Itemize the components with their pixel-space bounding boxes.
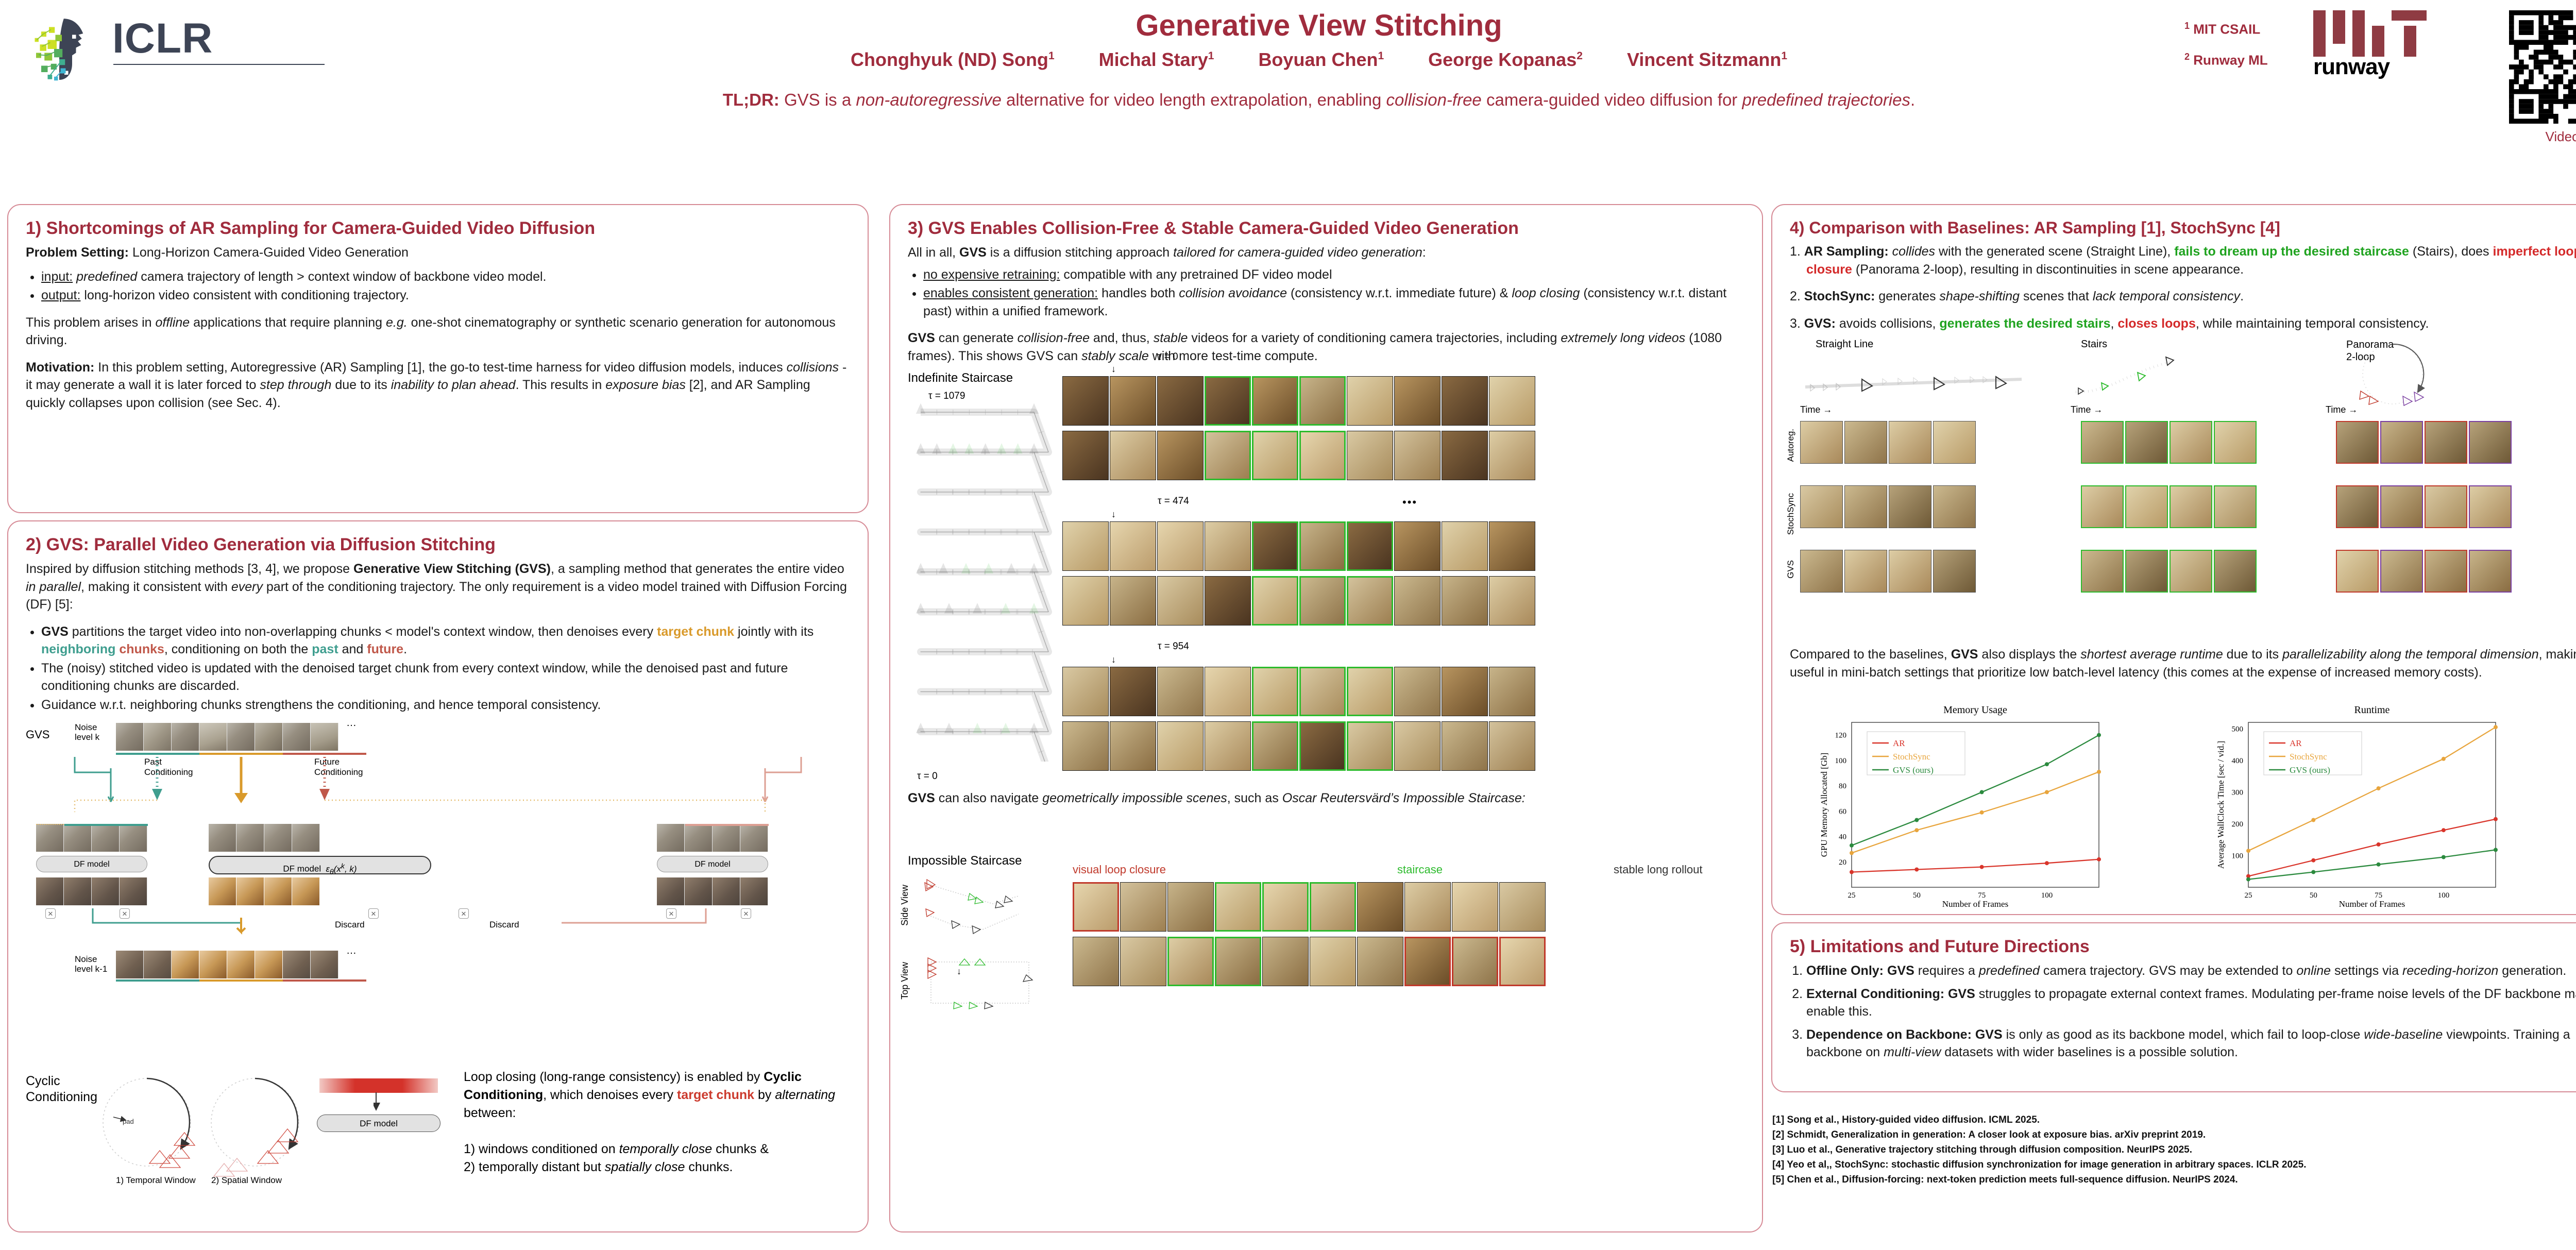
svg-text:75: 75 <box>1978 891 1986 900</box>
svg-text:500: 500 <box>2232 725 2244 733</box>
svg-text:40: 40 <box>1839 833 1846 841</box>
svg-text:Number of Frames: Number of Frames <box>2339 899 2405 908</box>
svg-text:StochSync: StochSync <box>1893 752 1930 762</box>
svg-text:60: 60 <box>1839 807 1846 816</box>
svg-text:120: 120 <box>1835 732 1847 740</box>
svg-text:Runtime: Runtime <box>2354 704 2390 716</box>
svg-text:80: 80 <box>1839 782 1846 790</box>
svg-text:25: 25 <box>1848 891 1856 900</box>
svg-text:50: 50 <box>2310 891 2317 900</box>
svg-text:300: 300 <box>2232 788 2244 797</box>
svg-text:Number of Frames: Number of Frames <box>1942 899 2008 908</box>
svg-text:AR: AR <box>1893 738 1905 748</box>
svg-text:Memory Usage: Memory Usage <box>1943 704 2007 716</box>
svg-text:AR: AR <box>2290 738 2302 748</box>
svg-text:100: 100 <box>2438 891 2450 900</box>
svg-text:20: 20 <box>1839 858 1846 867</box>
svg-text:GPU Memory Allocated [Gb]: GPU Memory Allocated [Gb] <box>1819 753 1829 857</box>
svg-text:Average WallClock Time [sec /: Average WallClock Time [sec / vid.] <box>2216 741 2226 869</box>
svg-text:200: 200 <box>2232 820 2244 829</box>
svg-text:400: 400 <box>2232 757 2244 765</box>
svg-text:pad: pad <box>123 1118 134 1125</box>
svg-text:GVS (ours): GVS (ours) <box>2290 765 2330 775</box>
svg-text:75: 75 <box>2375 891 2382 900</box>
svg-text:100: 100 <box>2041 891 2053 900</box>
svg-text:100: 100 <box>1835 757 1847 765</box>
svg-text:StochSync: StochSync <box>2290 752 2327 762</box>
svg-text:25: 25 <box>2245 891 2252 900</box>
svg-text:100: 100 <box>2232 852 2244 860</box>
svg-text:50: 50 <box>1913 891 1921 900</box>
svg-text:GVS (ours): GVS (ours) <box>1893 765 1934 775</box>
